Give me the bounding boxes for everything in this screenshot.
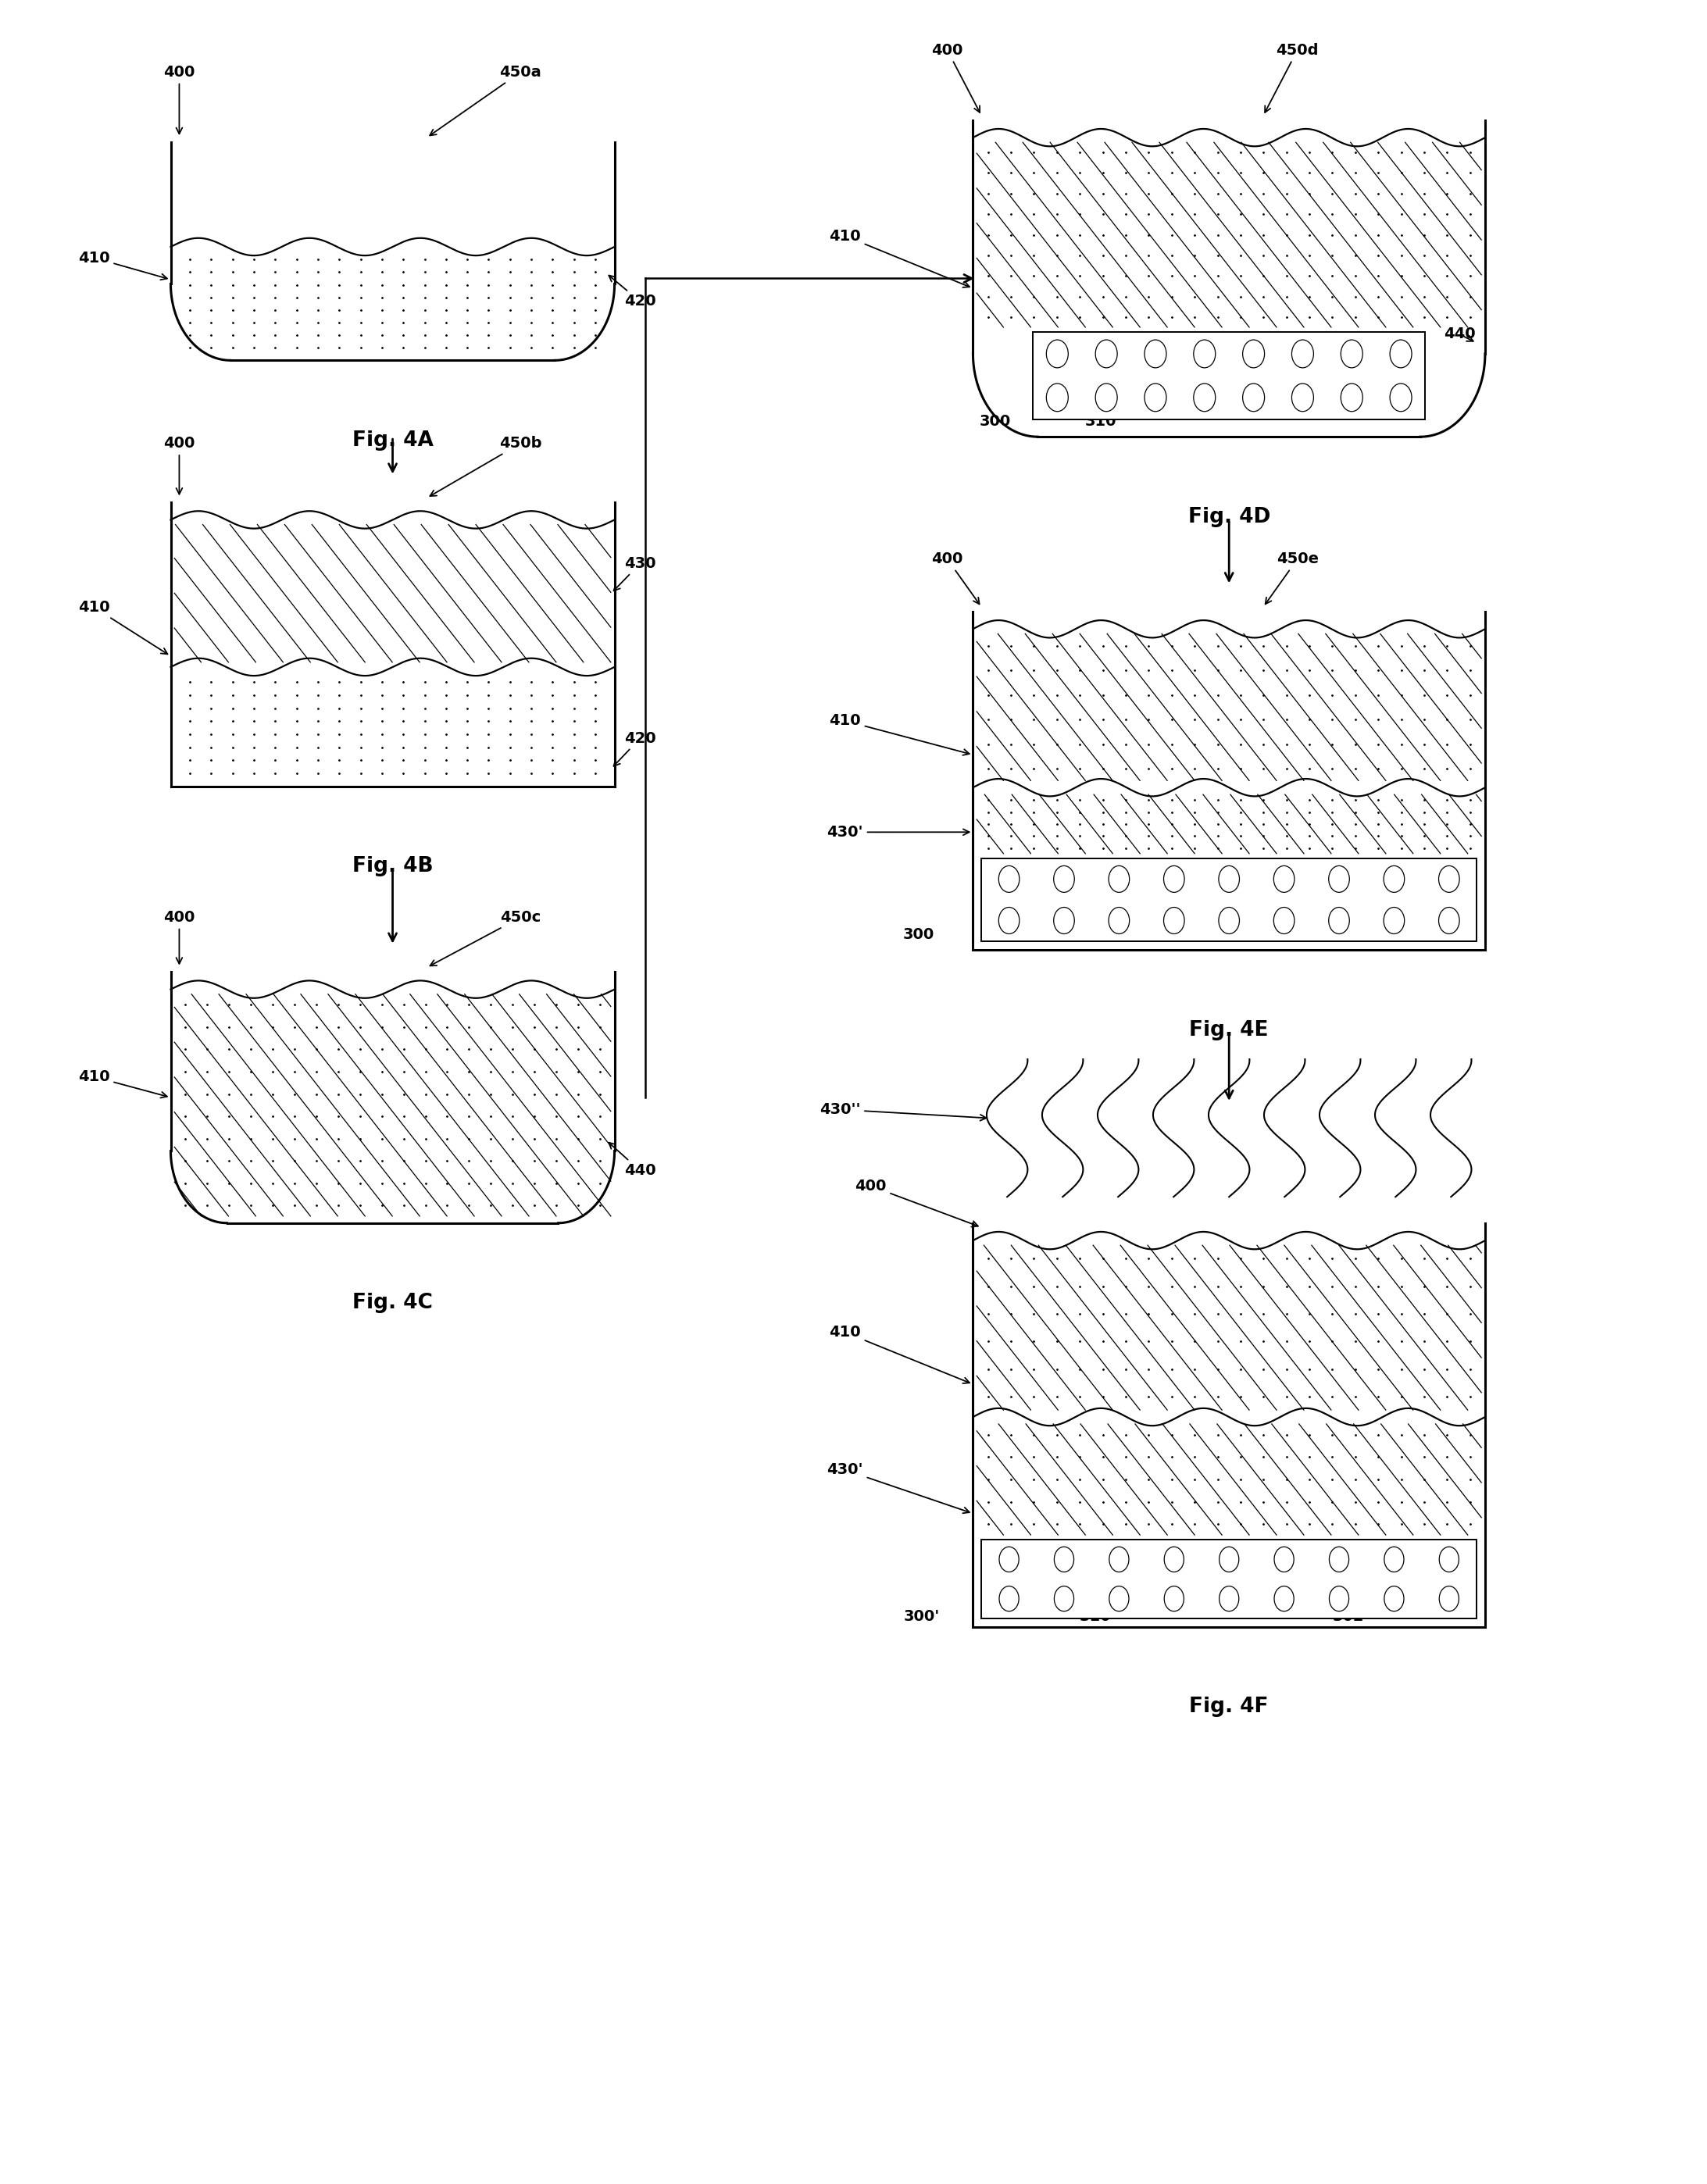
Bar	[982, 1540, 1477, 1618]
Circle shape	[1219, 906, 1239, 935]
Circle shape	[1055, 1586, 1074, 1612]
Circle shape	[1389, 384, 1412, 411]
Circle shape	[1384, 865, 1405, 893]
Text: 410: 410	[830, 229, 970, 288]
Circle shape	[1439, 865, 1459, 893]
Circle shape	[1164, 1586, 1185, 1612]
Circle shape	[1340, 341, 1362, 367]
Circle shape	[1273, 865, 1294, 893]
Text: 400: 400	[164, 66, 195, 133]
Text: 420: 420	[609, 275, 655, 308]
Text: 430': 430'	[826, 1463, 970, 1514]
Circle shape	[1328, 906, 1350, 935]
Text: 450d: 450d	[1265, 44, 1318, 111]
Text: 400: 400	[855, 1179, 978, 1227]
Circle shape	[999, 1546, 1019, 1572]
Circle shape	[1096, 341, 1118, 367]
Text: 450b: 450b	[430, 437, 541, 496]
Circle shape	[1219, 1586, 1239, 1612]
Circle shape	[1439, 1546, 1459, 1572]
Text: Fig. 4C: Fig. 4C	[352, 1293, 434, 1313]
Text: 310: 310	[1393, 928, 1424, 941]
Text: 300: 300	[980, 415, 1011, 428]
Text: 400: 400	[164, 437, 195, 494]
Text: 310': 310'	[1079, 1610, 1116, 1623]
Circle shape	[999, 865, 1019, 893]
Text: Fig. 4D: Fig. 4D	[1188, 507, 1270, 526]
Text: 410: 410	[830, 714, 970, 756]
Text: 440: 440	[609, 1142, 655, 1177]
Text: 410: 410	[79, 601, 167, 653]
Circle shape	[1384, 1546, 1403, 1572]
Text: Fig. 4A: Fig. 4A	[352, 430, 434, 450]
Circle shape	[1055, 1546, 1074, 1572]
Circle shape	[1053, 906, 1074, 935]
Text: 450c: 450c	[430, 911, 541, 965]
Text: 400: 400	[932, 44, 980, 111]
Circle shape	[1096, 384, 1118, 411]
Circle shape	[1273, 1546, 1294, 1572]
Circle shape	[999, 1586, 1019, 1612]
Text: Fig. 4E: Fig. 4E	[1190, 1020, 1268, 1040]
Text: 430'': 430''	[819, 1103, 987, 1120]
Circle shape	[1340, 384, 1362, 411]
Circle shape	[1046, 384, 1069, 411]
Text: 400: 400	[932, 553, 980, 605]
Circle shape	[1219, 865, 1239, 893]
Circle shape	[1273, 906, 1294, 935]
Text: 440: 440	[1444, 328, 1475, 341]
Text: 410: 410	[79, 251, 167, 280]
Text: 410: 410	[79, 1070, 167, 1099]
Circle shape	[1046, 341, 1069, 367]
Text: 310: 310	[1086, 415, 1116, 428]
Circle shape	[1144, 384, 1166, 411]
Circle shape	[1389, 341, 1412, 367]
Text: Fig. 4F: Fig. 4F	[1190, 1697, 1268, 1717]
Circle shape	[1273, 1586, 1294, 1612]
Circle shape	[1439, 1586, 1459, 1612]
Text: 420: 420	[615, 732, 655, 767]
Circle shape	[1193, 341, 1215, 367]
Circle shape	[1053, 865, 1074, 893]
Text: 410: 410	[830, 1326, 970, 1382]
Text: 450a: 450a	[430, 66, 541, 135]
Bar	[1033, 332, 1425, 419]
Circle shape	[1164, 1546, 1185, 1572]
Circle shape	[1292, 341, 1314, 367]
Circle shape	[1164, 865, 1185, 893]
Text: 430': 430'	[826, 826, 970, 839]
Circle shape	[1243, 384, 1265, 411]
Circle shape	[1108, 906, 1130, 935]
Circle shape	[1292, 384, 1314, 411]
Circle shape	[1328, 865, 1350, 893]
Circle shape	[1193, 384, 1215, 411]
Text: 430: 430	[615, 557, 655, 590]
Text: 300': 300'	[903, 1610, 941, 1623]
Circle shape	[1108, 865, 1130, 893]
Circle shape	[1110, 1586, 1128, 1612]
Circle shape	[1219, 1546, 1239, 1572]
Bar	[982, 858, 1477, 941]
Circle shape	[1164, 906, 1185, 935]
Circle shape	[1439, 906, 1459, 935]
Circle shape	[1330, 1546, 1349, 1572]
Circle shape	[1243, 341, 1265, 367]
Text: 400: 400	[164, 911, 195, 963]
Circle shape	[1330, 1586, 1349, 1612]
Circle shape	[1384, 1586, 1403, 1612]
Circle shape	[1110, 1546, 1128, 1572]
Circle shape	[1144, 341, 1166, 367]
Circle shape	[999, 906, 1019, 935]
Text: 450e: 450e	[1265, 553, 1318, 605]
Circle shape	[1384, 906, 1405, 935]
Text: 302: 302	[1333, 1610, 1364, 1623]
Text: Fig. 4B: Fig. 4B	[352, 856, 434, 876]
Text: 300: 300	[903, 928, 934, 941]
